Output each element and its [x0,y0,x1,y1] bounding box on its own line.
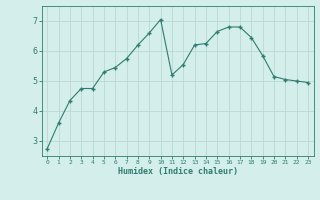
X-axis label: Humidex (Indice chaleur): Humidex (Indice chaleur) [118,167,237,176]
